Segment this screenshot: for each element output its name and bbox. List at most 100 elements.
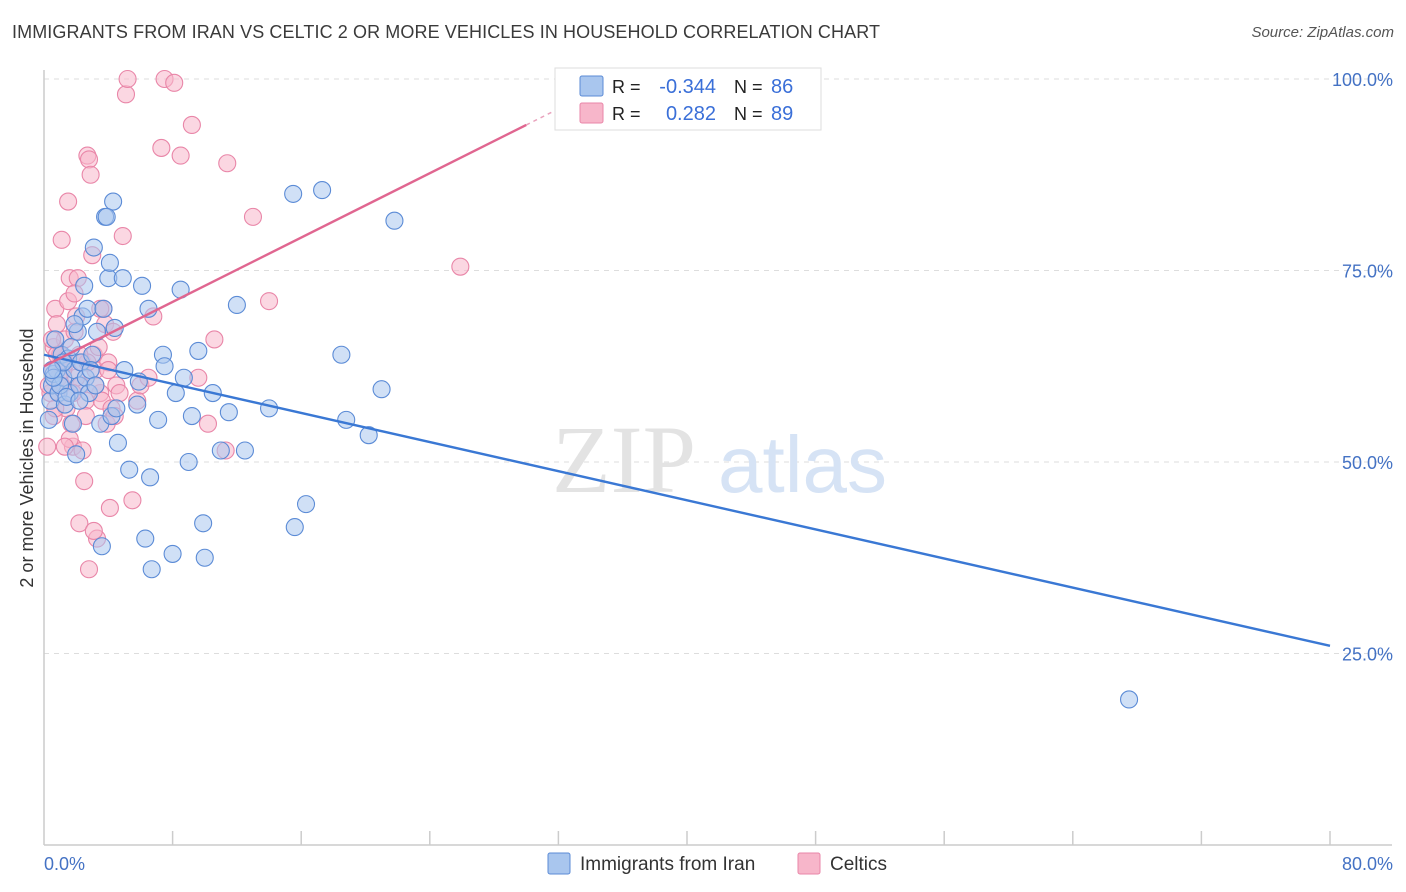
celtics-point-64	[52, 230, 71, 249]
celtics-point-5	[47, 315, 66, 334]
iran-point-61	[235, 441, 254, 460]
celtics-trend-line	[43, 123, 527, 368]
celtics-point-43	[116, 85, 136, 104]
celtics-point-57	[205, 330, 224, 349]
x-tick-label-max: 80.0%	[1342, 854, 1393, 874]
iran-point-70	[372, 380, 391, 399]
iran-point-59	[219, 403, 238, 422]
celtics-point-80	[100, 498, 119, 518]
iran-point-71	[385, 211, 404, 230]
iran-point-55	[194, 514, 213, 533]
celtics-point-63	[59, 192, 78, 211]
y-tick-label-75: 75.0%	[1342, 262, 1393, 282]
iran-point-62	[259, 399, 279, 418]
celtics-point-45	[123, 491, 142, 510]
legend-n-value-iran: 86	[771, 76, 793, 98]
iran-point-77	[86, 376, 105, 395]
iran-point-72	[1120, 690, 1139, 709]
iran-point-43	[141, 468, 160, 487]
iran-point-64	[285, 518, 304, 537]
gridlines	[44, 78, 1392, 654]
iran-point-53	[182, 406, 201, 426]
iran-point-66	[313, 181, 332, 200]
watermark-zip: ZIP	[552, 406, 696, 513]
legend-r-value-iran: -0.344	[659, 76, 716, 98]
iran-point-38	[128, 395, 147, 414]
celtics-point-44	[118, 69, 137, 89]
y-axis-tick-labels: 25.0% 50.0% 75.0% 100.0%	[1332, 70, 1393, 665]
iran-point-63	[284, 184, 303, 203]
celtics-point-52	[165, 73, 184, 92]
iran-point-48	[163, 544, 182, 563]
watermark-atlas: atlas	[718, 420, 887, 509]
iran-point-28	[94, 299, 113, 318]
celtics-point-50	[152, 138, 171, 157]
chart-title: IMMIGRANTS FROM IRAN VS CELTIC 2 OR MORE…	[12, 22, 881, 42]
iran-point-45	[149, 410, 168, 429]
celtics-point-42	[113, 226, 132, 246]
iran-point-51	[174, 368, 193, 387]
iran-point-58	[211, 441, 230, 460]
iran-points	[39, 181, 1139, 709]
celtics-point-41	[110, 384, 129, 403]
iran-point-54	[189, 341, 208, 360]
iran-point-41	[136, 529, 155, 548]
bottom-legend-label-iran: Immigrants from Iran	[580, 854, 755, 875]
celtics-point-59	[218, 154, 237, 173]
celtics-point-61	[259, 292, 279, 311]
y-axis-label: 2 or more Vehicles in Household	[17, 328, 37, 587]
bottom-legend-label-celtics: Celtics	[830, 854, 887, 875]
celtics-point-0	[38, 437, 57, 456]
iran-point-36	[113, 269, 132, 288]
celtics-point-19	[70, 514, 89, 533]
iran-point-78	[97, 207, 116, 226]
iran-point-19	[75, 276, 94, 295]
iran-point-33	[104, 192, 123, 211]
stats-legend: R = -0.344 N = 86 R = 0.282 N = 89	[554, 67, 822, 131]
celtics-point-54	[182, 115, 201, 135]
legend-r-label-celtics: R =	[612, 104, 641, 124]
iran-point-67	[332, 345, 351, 364]
iran-point-65	[296, 495, 316, 514]
iran-point-81	[65, 315, 84, 334]
iran-point-31	[100, 253, 119, 272]
celtics-point-62	[451, 257, 470, 276]
legend-n-value-celtics: 89	[771, 103, 793, 125]
iran-point-52	[179, 452, 198, 472]
iran-point-27	[92, 537, 111, 556]
bottom-legend-swatch-iran	[547, 852, 571, 875]
chart-source: Source: ZipAtlas.com	[1251, 24, 1394, 41]
iran-point-21	[78, 299, 97, 318]
celtics-point-25	[79, 150, 99, 169]
celtics-point-56	[198, 414, 218, 433]
legend-swatch-celtics	[579, 102, 604, 124]
y-tick-label-100: 100.0%	[1332, 70, 1393, 90]
iran-point-47	[155, 357, 174, 376]
celtics-trend-extension	[525, 96, 583, 126]
iran-point-80	[115, 361, 134, 380]
legend-n-label-iran: N =	[734, 77, 763, 97]
series-legend: Immigrants from Iran Celtics	[547, 852, 887, 875]
celtics-points	[38, 69, 470, 579]
celtics-point-26	[81, 165, 100, 184]
iran-point-56	[195, 548, 214, 567]
celtics-point-60	[243, 207, 263, 226]
iran-point-12	[63, 414, 82, 433]
celtics-point-78	[79, 560, 99, 579]
legend-swatch-iran	[579, 75, 604, 97]
x-tick-label-min: 0.0%	[44, 854, 85, 874]
iran-point-79	[107, 399, 126, 418]
watermark: ZIP atlas	[552, 406, 887, 513]
legend-n-label-celtics: N =	[734, 104, 763, 124]
iran-trend-line	[43, 353, 1331, 648]
bottom-legend-swatch-celtics	[797, 852, 821, 875]
iran-point-82	[70, 391, 89, 410]
iran-point-60	[227, 295, 246, 315]
iran-point-69	[359, 426, 378, 445]
iran-point-68	[337, 410, 356, 429]
iran-point-0	[39, 410, 58, 429]
legend-r-label-iran: R =	[612, 77, 641, 97]
legend-r-value-celtics: 0.282	[666, 103, 716, 125]
iran-point-24	[84, 238, 103, 257]
